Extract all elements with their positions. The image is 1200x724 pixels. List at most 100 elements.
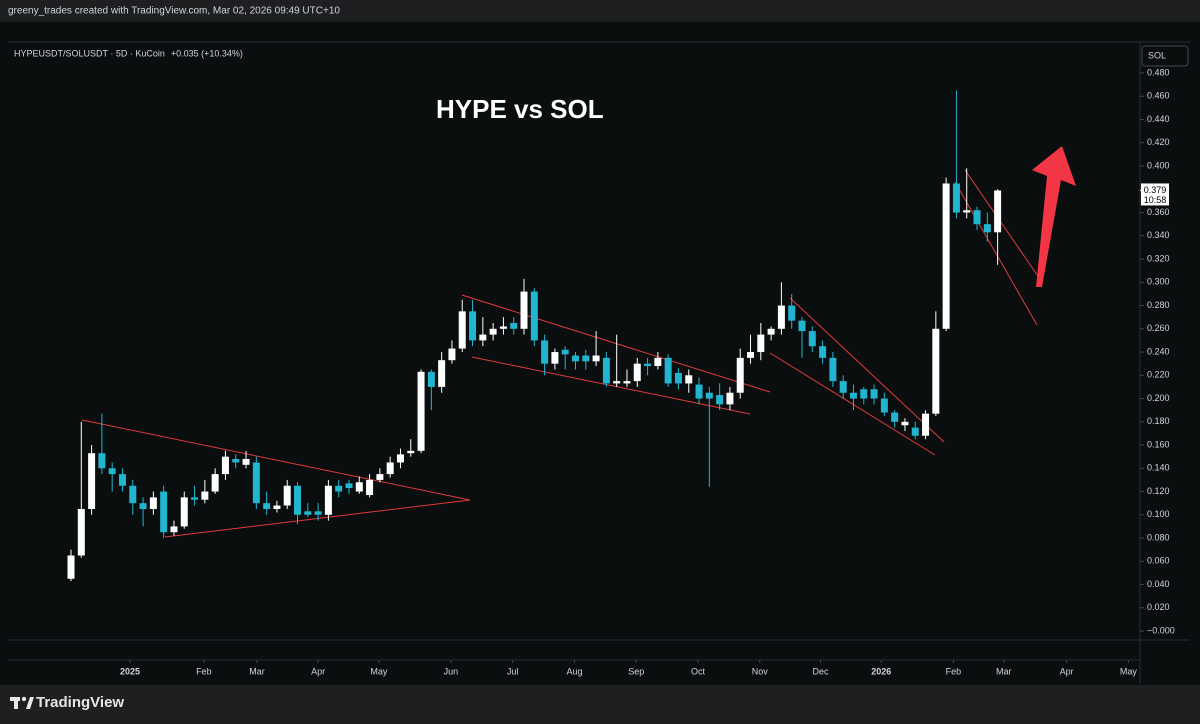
candle-body xyxy=(849,392,857,399)
candle-body xyxy=(736,357,744,393)
trendline xyxy=(164,499,471,538)
y-tick-label: 0.180 xyxy=(1147,416,1170,426)
candle-body xyxy=(417,371,425,451)
y-tick-label: 0.480 xyxy=(1147,67,1170,77)
candle-body xyxy=(911,427,919,436)
y-tick-label: 0.440 xyxy=(1147,114,1170,124)
candle-body xyxy=(221,456,229,475)
candle-body xyxy=(67,555,75,579)
y-tick-label: 0.080 xyxy=(1147,532,1170,542)
candle-body xyxy=(149,497,157,509)
x-tick-label: Apr xyxy=(311,666,325,676)
x-tick-label: Dec xyxy=(813,666,830,676)
countdown-label: 10:58 xyxy=(1144,195,1167,205)
candle-body xyxy=(983,224,991,233)
y-tick-label: 0.320 xyxy=(1147,253,1170,263)
candle-body xyxy=(582,355,590,362)
candle-body xyxy=(510,322,518,329)
candle-body xyxy=(294,485,302,515)
candle-body xyxy=(592,355,600,362)
y-tick-label: 0.280 xyxy=(1147,300,1170,310)
x-tick-label: Mar xyxy=(249,666,265,676)
candle-body xyxy=(674,372,682,384)
x-tick-label: May xyxy=(1120,666,1138,676)
candle-body xyxy=(623,381,631,384)
plot: 0.4800.4600.4400.4200.4000.3800.3600.340… xyxy=(67,67,1175,676)
x-tick-label: Feb xyxy=(946,666,962,676)
candle-body xyxy=(180,497,188,527)
candle-body xyxy=(777,305,785,329)
candle-body xyxy=(654,357,662,366)
trendline xyxy=(471,356,751,415)
y-tick-label: 0.060 xyxy=(1147,556,1170,566)
candle-body xyxy=(880,398,888,413)
arrow xyxy=(1032,146,1076,287)
candle-body xyxy=(613,381,621,384)
candle-body xyxy=(160,491,168,533)
logo-part xyxy=(14,697,18,709)
candle-body xyxy=(829,357,837,382)
candle-body xyxy=(77,508,85,556)
currency-box xyxy=(1141,45,1189,67)
candle-body xyxy=(170,526,178,533)
currency-label: SOL xyxy=(1148,50,1166,60)
candle-body xyxy=(788,305,796,321)
candle-body xyxy=(901,421,909,426)
candle-body xyxy=(98,453,106,469)
candle-body xyxy=(396,454,404,463)
trendline xyxy=(964,169,1043,283)
x-tick-label: 2025 xyxy=(120,666,140,676)
candle-body xyxy=(118,474,126,486)
trendline xyxy=(769,352,936,456)
x-tick-label: 2026 xyxy=(871,666,891,676)
y-tick-label: 0.100 xyxy=(1147,509,1170,519)
y-tick-label: 0.420 xyxy=(1147,137,1170,147)
x-tick-label: Aug xyxy=(566,666,582,676)
candle-body xyxy=(366,479,374,496)
x-tick-label: Oct xyxy=(691,666,706,676)
candle-body xyxy=(767,328,775,335)
candle-body xyxy=(757,334,765,353)
footer-bar xyxy=(0,685,1200,724)
candle-body xyxy=(860,389,868,399)
x-tick-label: Nov xyxy=(752,666,769,676)
candle-body xyxy=(211,474,219,492)
candle-body xyxy=(942,183,950,329)
candle-body xyxy=(191,497,199,500)
candle-body xyxy=(952,183,960,213)
y-tick-label: 0.040 xyxy=(1147,579,1170,589)
symbol-legend: HYPEUSDT/SOLUSDT · 5D · KuCoin xyxy=(14,48,165,58)
candle-body xyxy=(427,371,435,387)
candle-body xyxy=(448,348,456,361)
candle-body xyxy=(571,355,579,362)
candle-body xyxy=(263,503,271,509)
candle-body xyxy=(273,505,281,509)
candle-body xyxy=(747,352,755,358)
candle-body xyxy=(438,360,446,387)
candle-body xyxy=(458,311,466,349)
candle-body xyxy=(139,503,147,509)
candle-body xyxy=(242,458,250,465)
trendline xyxy=(461,294,771,393)
y-tick-label: 0.220 xyxy=(1147,370,1170,380)
candle-body xyxy=(232,458,240,463)
last-price-label: 0.379 xyxy=(1144,185,1167,195)
candle-body xyxy=(695,384,703,399)
candle-body xyxy=(705,392,713,399)
candle-body xyxy=(541,340,549,364)
candle-body xyxy=(283,485,291,506)
candle-body xyxy=(376,474,384,480)
logo-part xyxy=(26,697,34,709)
candle-body xyxy=(469,311,477,341)
x-tick-label: Feb xyxy=(196,666,212,676)
candle-body xyxy=(520,291,528,329)
candle-body xyxy=(726,392,734,405)
header-text: greeny_trades created with TradingView.c… xyxy=(8,6,340,17)
candle-body xyxy=(798,320,806,332)
header-bar xyxy=(0,0,1200,22)
y-tick-label: 0.140 xyxy=(1147,463,1170,473)
candle-body xyxy=(108,468,116,475)
y-tick-label: 0.260 xyxy=(1147,323,1170,333)
candle-body xyxy=(963,210,971,213)
